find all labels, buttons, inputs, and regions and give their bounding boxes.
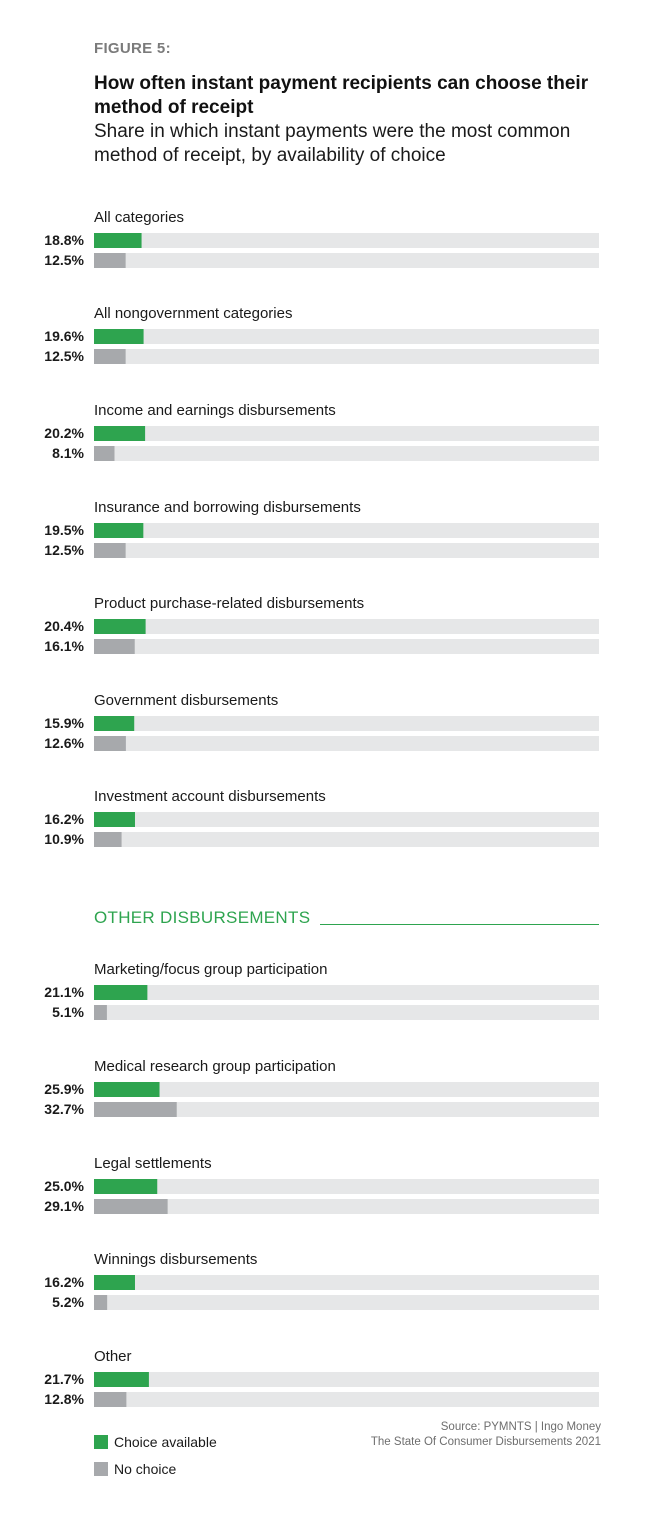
data-label-nochoice: 12.5% (44, 542, 84, 558)
data-label-nochoice: 12.5% (44, 252, 84, 268)
bar-nochoice (94, 446, 115, 461)
bar-track (94, 233, 599, 248)
data-label-choice: 20.4% (44, 618, 84, 634)
data-label-choice: 25.9% (44, 1081, 84, 1097)
data-label-choice: 16.2% (44, 1274, 84, 1290)
data-label-nochoice: 5.2% (52, 1294, 84, 1310)
bar-track (94, 523, 599, 538)
legend-label-choice: Choice available (114, 1434, 217, 1450)
legend-swatch-nochoice (94, 1462, 108, 1476)
category-label: Medical research group participation (94, 1058, 336, 1075)
data-label-choice: 16.2% (44, 811, 84, 827)
section-divider (320, 924, 599, 925)
category-label: Government disbursements (94, 692, 278, 709)
source-note: Source: PYMNTS | Ingo Money The State Of… (371, 1420, 601, 1450)
data-label-choice: 21.1% (44, 984, 84, 1000)
bar-nochoice (94, 832, 122, 847)
legend-swatch-choice (94, 1435, 108, 1449)
legend-item-choice: Choice available (94, 1434, 217, 1450)
category-label: Legal settlements (94, 1155, 212, 1172)
category-label: All nongovernment categories (94, 305, 292, 322)
bar-nochoice (94, 639, 135, 654)
bar-track (94, 1005, 599, 1020)
category-label: Insurance and borrowing disbursements (94, 499, 361, 516)
bar-nochoice (94, 253, 126, 268)
data-label-nochoice: 10.9% (44, 831, 84, 847)
bar-choice (94, 1179, 158, 1194)
bar-track (94, 812, 599, 827)
bar-track (94, 1102, 599, 1117)
data-label-choice: 15.9% (44, 715, 84, 731)
bar-choice (94, 812, 135, 827)
bar-track (94, 543, 599, 558)
chart-subtitle: Share in which instant payments were the… (94, 121, 571, 166)
bar-track (94, 1392, 599, 1407)
bar-nochoice (94, 1295, 108, 1310)
bar-nochoice (94, 736, 126, 751)
bar-track (94, 1275, 599, 1290)
section-heading: OTHER DISBURSEMENTS (94, 908, 311, 927)
bar-choice (94, 985, 148, 1000)
bar-nochoice (94, 1199, 168, 1214)
bar-track (94, 736, 599, 751)
bar-track (94, 716, 599, 731)
bar-track (94, 1199, 599, 1214)
data-label-nochoice: 29.1% (44, 1198, 84, 1214)
bar-choice (94, 523, 144, 538)
data-label-choice: 19.6% (44, 328, 84, 344)
bar-choice (94, 329, 144, 344)
data-label-nochoice: 8.1% (52, 445, 84, 461)
bar-track (94, 1295, 599, 1310)
category-label: Income and earnings disbursements (94, 402, 336, 419)
bar-track (94, 619, 599, 634)
bar-track (94, 639, 599, 654)
bar-choice (94, 1275, 135, 1290)
bar-track (94, 253, 599, 268)
bar-nochoice (94, 1392, 127, 1407)
bar-track (94, 349, 599, 364)
category-label: Other (94, 1348, 132, 1365)
category-label: Product purchase-related disbursements (94, 595, 364, 612)
bar-choice (94, 233, 142, 248)
data-label-nochoice: 16.1% (44, 638, 84, 654)
bar-track (94, 426, 599, 441)
data-label-nochoice: 12.8% (44, 1391, 84, 1407)
category-label: Winnings disbursements (94, 1251, 257, 1268)
category-label: All categories (94, 209, 184, 226)
data-label-choice: 19.5% (44, 522, 84, 538)
data-label-choice: 21.7% (44, 1371, 84, 1387)
category-label: Marketing/focus group participation (94, 961, 327, 978)
bar-nochoice (94, 543, 126, 558)
category-label: Investment account disbursements (94, 788, 326, 805)
chart-title: How often instant payment recipients can… (94, 73, 589, 118)
source-line-2: The State Of Consumer Disbursements 2021 (370, 1436, 601, 1448)
bar-choice (94, 619, 146, 634)
data-label-nochoice: 12.6% (44, 735, 84, 751)
bar-choice (94, 426, 146, 441)
bar-track (94, 1082, 599, 1097)
legend-item-nochoice: No choice (94, 1461, 176, 1477)
bar-track (94, 1179, 599, 1194)
bar-track (94, 329, 599, 344)
data-label-nochoice: 32.7% (44, 1101, 84, 1117)
legend-label-nochoice: No choice (114, 1461, 177, 1477)
bar-nochoice (94, 1005, 107, 1020)
data-label-nochoice: 12.5% (44, 348, 84, 364)
data-label-choice: 18.8% (44, 232, 84, 248)
bar-choice (94, 1082, 160, 1097)
bar-nochoice (94, 349, 126, 364)
bar-track (94, 1372, 599, 1387)
bar-track (94, 832, 599, 847)
bar-track (94, 985, 599, 1000)
bar-nochoice (94, 1102, 177, 1117)
bar-track (94, 446, 599, 461)
data-label-choice: 25.0% (44, 1178, 84, 1194)
bar-choice (94, 716, 135, 731)
data-label-choice: 20.2% (44, 425, 84, 441)
data-label-nochoice: 5.1% (52, 1004, 84, 1020)
source-line-1: Source: PYMNTS | Ingo Money (440, 1421, 601, 1433)
figure-label: FIGURE 5: (94, 40, 171, 57)
bar-choice (94, 1372, 149, 1387)
